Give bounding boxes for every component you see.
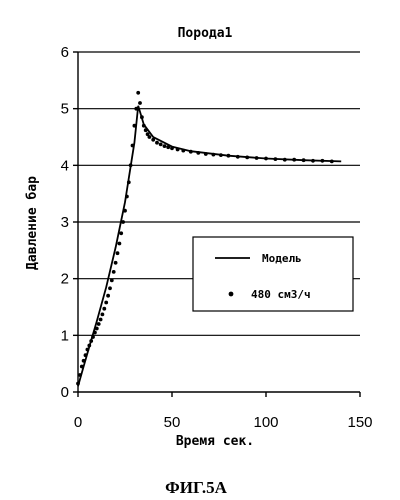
data-point bbox=[302, 158, 306, 162]
data-point bbox=[102, 307, 106, 311]
data-point bbox=[170, 146, 174, 150]
y-tick-label-3: 3 bbox=[61, 214, 69, 231]
y-tick-label-0: 0 bbox=[61, 384, 69, 401]
data-point bbox=[119, 231, 123, 235]
data-point bbox=[104, 301, 108, 305]
data-point bbox=[118, 242, 122, 246]
data-point bbox=[196, 151, 200, 155]
chart-title: Порода1 bbox=[178, 26, 233, 41]
data-point bbox=[236, 155, 240, 159]
x-tick-label-50: 50 bbox=[164, 414, 181, 431]
legend: Модель 480 см3/ч bbox=[193, 237, 353, 311]
data-point bbox=[245, 156, 249, 160]
data-point bbox=[125, 195, 129, 199]
data-point bbox=[129, 163, 133, 167]
data-point bbox=[84, 353, 88, 357]
data-point bbox=[181, 149, 185, 153]
data-point bbox=[89, 339, 93, 343]
data-point bbox=[255, 156, 259, 160]
data-point bbox=[144, 128, 148, 132]
data-point bbox=[138, 101, 142, 105]
data-point bbox=[121, 220, 125, 224]
figure-caption: ФИГ.5А bbox=[165, 478, 227, 497]
data-point bbox=[142, 124, 146, 128]
data-point bbox=[321, 159, 325, 163]
data-point bbox=[166, 145, 170, 149]
data-point bbox=[204, 152, 208, 156]
data-point bbox=[95, 327, 99, 331]
data-point bbox=[219, 153, 223, 157]
data-point bbox=[134, 107, 138, 111]
x-axis-label: Время сек. bbox=[176, 434, 254, 449]
data-point bbox=[212, 153, 216, 157]
y-tick-label-6: 6 bbox=[61, 44, 69, 61]
data-point bbox=[112, 270, 116, 274]
data-point bbox=[151, 138, 155, 142]
legend-label-measured: 480 см3/ч bbox=[251, 288, 311, 301]
data-point bbox=[131, 144, 135, 148]
data-point bbox=[176, 148, 180, 152]
data-point bbox=[123, 209, 127, 213]
data-point bbox=[155, 141, 159, 145]
data-point bbox=[159, 143, 163, 147]
data-point bbox=[108, 286, 112, 290]
x-tick-label-0: 0 bbox=[74, 414, 82, 431]
data-point bbox=[227, 154, 231, 158]
legend-point-swatch bbox=[229, 292, 234, 297]
data-point bbox=[136, 91, 140, 95]
data-point bbox=[116, 251, 120, 255]
data-point bbox=[101, 313, 105, 317]
legend-label-model: Модель bbox=[262, 252, 302, 265]
data-point bbox=[274, 157, 278, 161]
data-point bbox=[110, 279, 114, 283]
y-tick-label-4: 4 bbox=[61, 157, 69, 174]
x-tick-label-100: 100 bbox=[253, 414, 278, 431]
data-point bbox=[127, 180, 131, 184]
axes bbox=[73, 52, 360, 397]
y-tick-label-1: 1 bbox=[61, 327, 69, 344]
data-point bbox=[311, 159, 315, 163]
y-tick-label-5: 5 bbox=[61, 101, 69, 118]
data-point bbox=[87, 344, 91, 348]
data-point bbox=[163, 144, 167, 148]
data-point bbox=[97, 322, 101, 326]
data-point bbox=[106, 294, 110, 298]
data-point bbox=[80, 365, 84, 369]
data-point bbox=[86, 348, 90, 352]
data-point bbox=[93, 331, 97, 335]
data-point bbox=[264, 157, 268, 161]
data-point bbox=[148, 135, 152, 139]
x-tick-label-150: 150 bbox=[347, 414, 372, 431]
data-point bbox=[133, 124, 137, 128]
data-point bbox=[189, 150, 193, 154]
data-point bbox=[114, 261, 118, 265]
data-point bbox=[330, 160, 334, 164]
data-point bbox=[82, 359, 86, 363]
data-point bbox=[91, 335, 95, 339]
data-point bbox=[140, 115, 144, 119]
data-point bbox=[292, 158, 296, 162]
data-point bbox=[283, 158, 287, 162]
y-axis-label: Давление бар bbox=[25, 176, 40, 270]
y-tick-label-2: 2 bbox=[61, 271, 69, 288]
data-point bbox=[99, 318, 103, 322]
